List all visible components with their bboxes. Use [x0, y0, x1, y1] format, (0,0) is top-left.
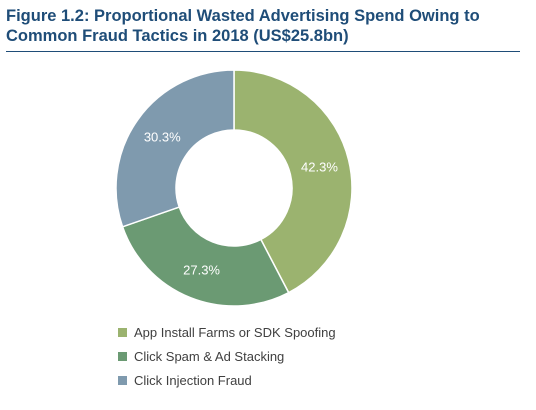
legend-label: App Install Farms or SDK Spoofing	[134, 324, 336, 340]
donut-slice-click-spam-ad-stacking	[121, 206, 290, 307]
legend-item-click-spam: Click Spam & Ad Stacking	[118, 344, 336, 368]
chart-title: Figure 1.2: Proportional Wasted Advertis…	[6, 7, 480, 45]
chart-legend: App Install Farms or SDK Spoofing Click …	[118, 320, 336, 392]
slice-value-label: 42.3%	[301, 160, 338, 175]
donut-slice-app-install-farms-or-sdk-spoofing	[233, 69, 353, 294]
legend-label: Click Injection Fraud	[134, 372, 252, 388]
donut-slice-click-injection-fraud	[115, 69, 235, 228]
legend-item-app-install-farms: App Install Farms or SDK Spoofing	[118, 320, 336, 344]
slice-value-label: 30.3%	[144, 130, 181, 145]
legend-swatch	[118, 327, 127, 337]
slice-value-label: 27.3%	[183, 262, 220, 277]
title-underline	[6, 51, 520, 52]
legend-swatch	[118, 351, 127, 361]
legend-item-click-injection: Click Injection Fraud	[118, 368, 336, 392]
legend-label: Click Spam & Ad Stacking	[134, 348, 285, 364]
legend-swatch	[118, 375, 127, 385]
